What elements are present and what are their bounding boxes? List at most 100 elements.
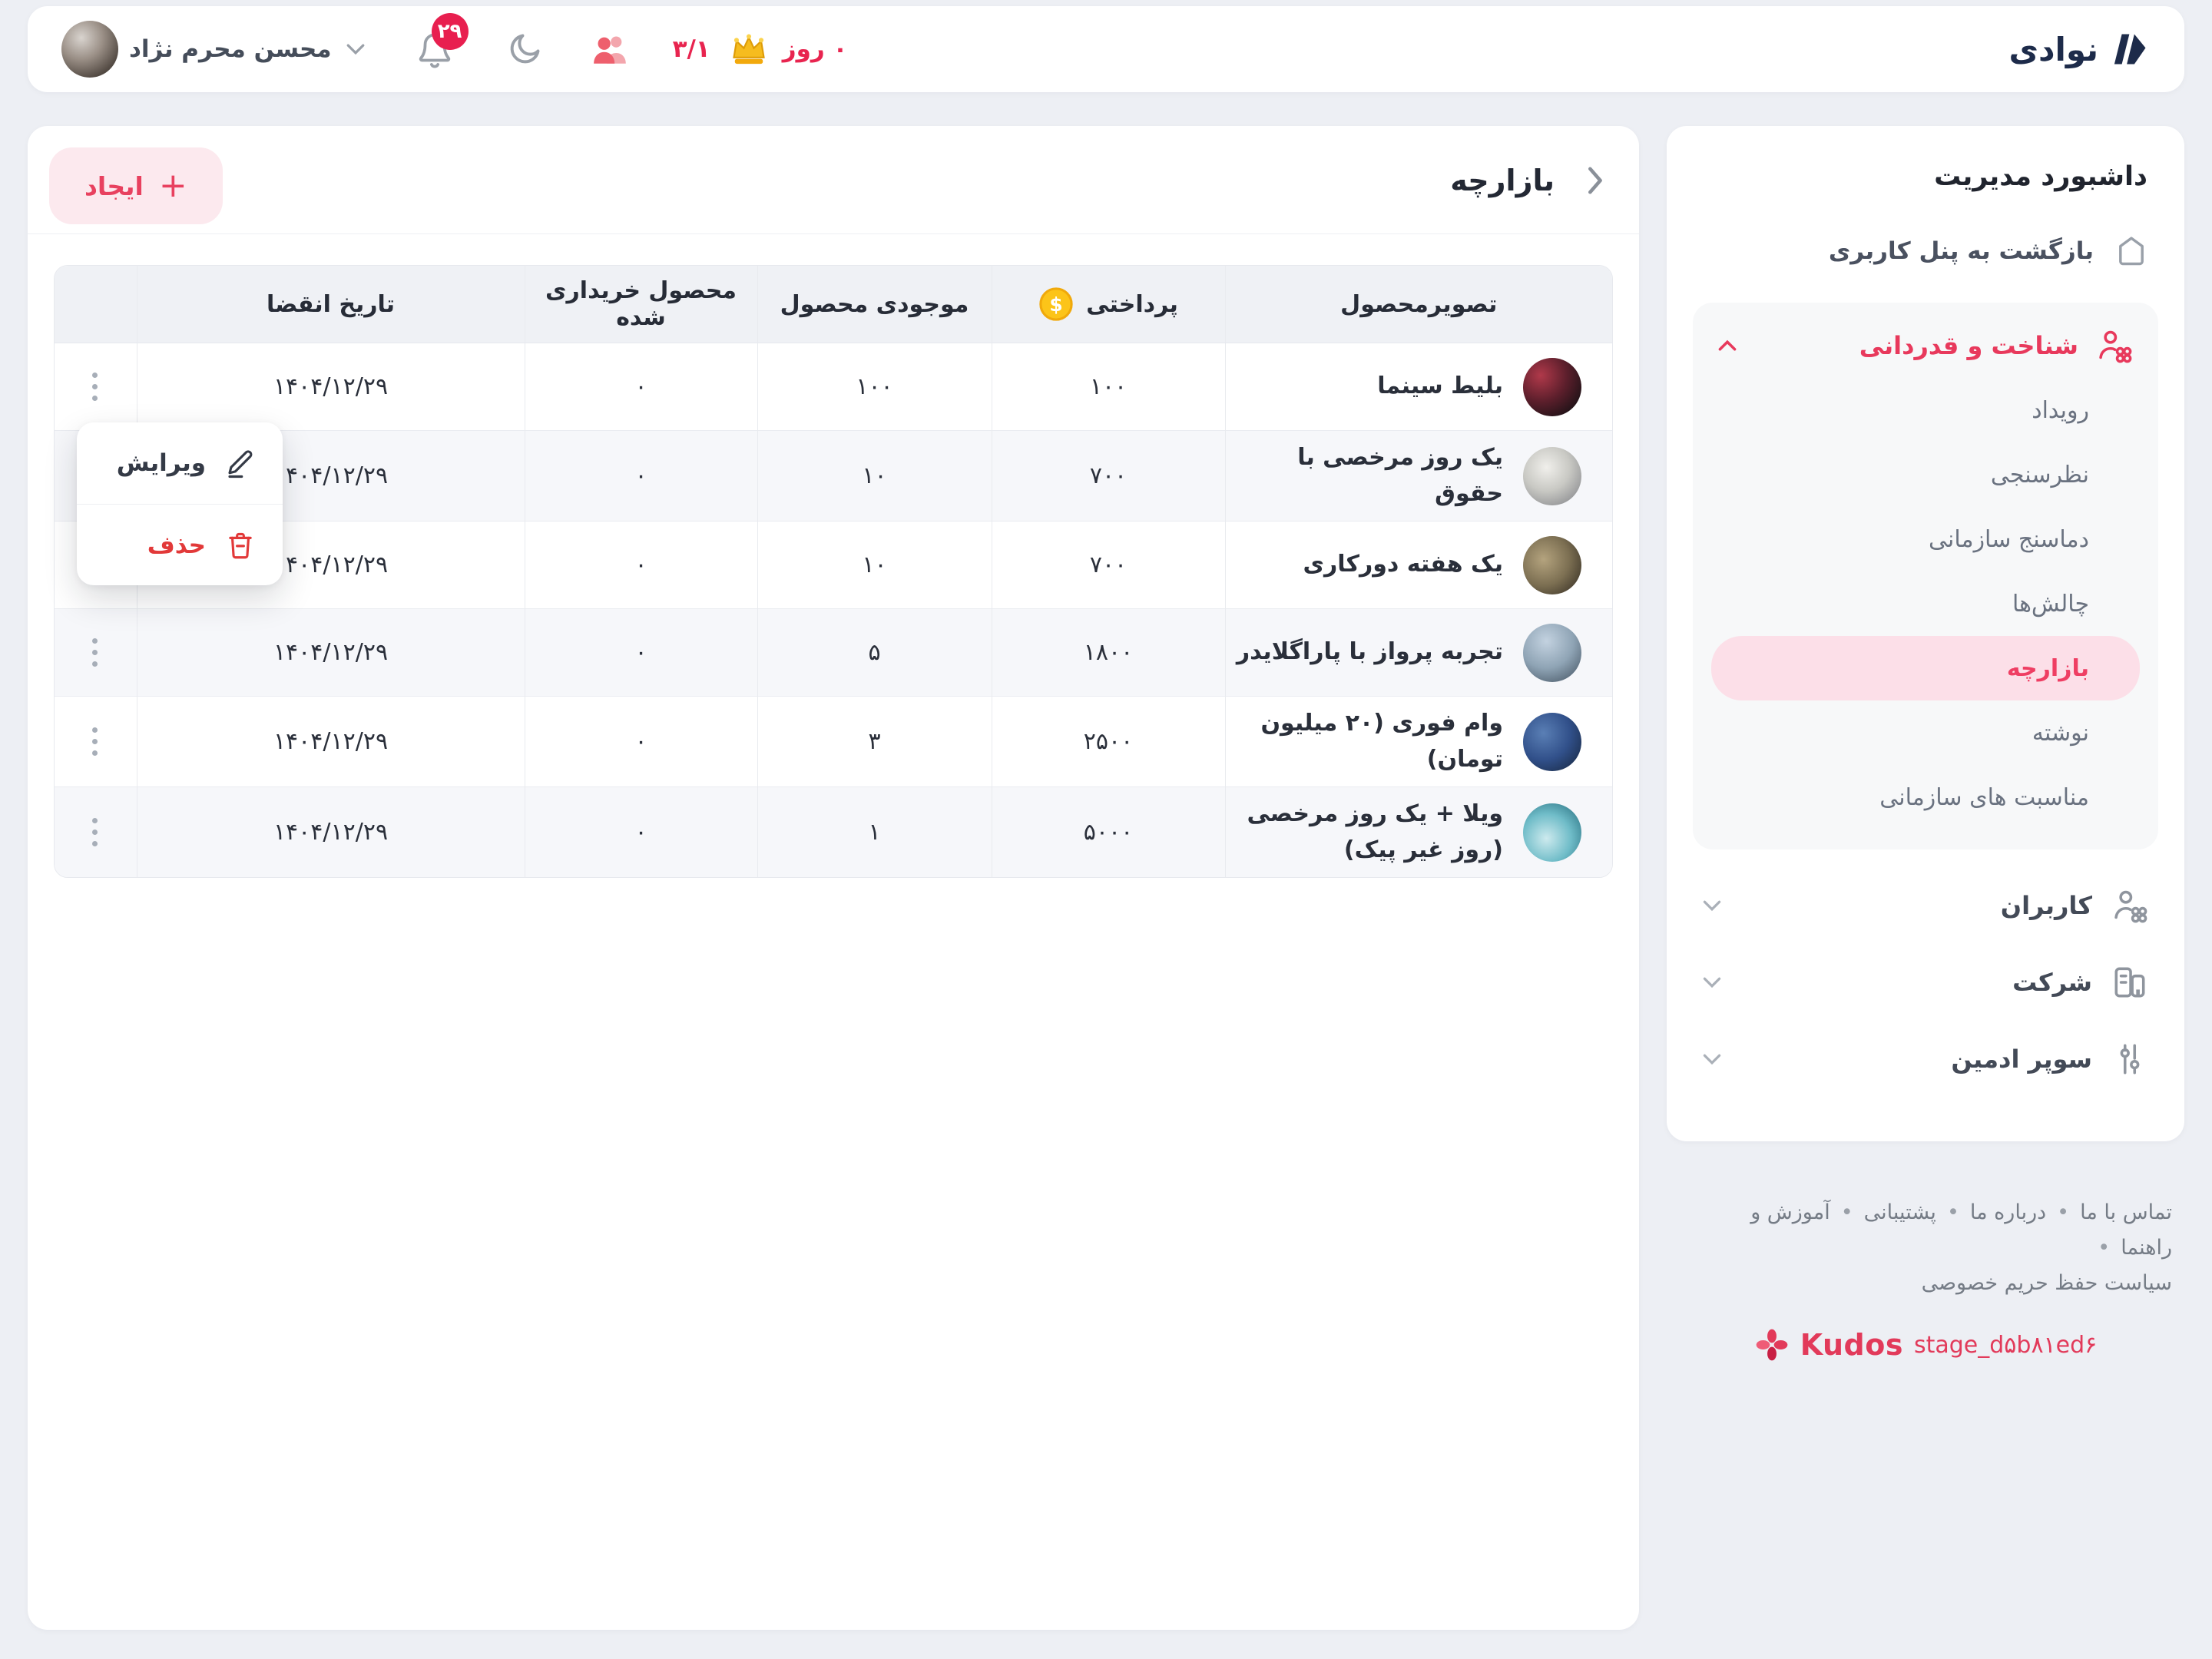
user-cluster: ۰ روز ۳/۱ [61,13,848,78]
footer-link-support[interactable]: پشتیبانی [1863,1200,1936,1224]
purchased-value: ۰ [525,430,758,522]
product-image [1523,446,1581,505]
sidebar-item-label: بازگشت به پنل کاربری [1828,237,2094,265]
environment-label: stage_d۵b۸۱ed۶ [1913,1331,2098,1359]
stock-value: ۵ [757,608,992,697]
row-menu-button[interactable] [78,365,111,409]
paid-value: ۵۰۰۰ [992,786,1226,877]
sidebar-item-marketplace[interactable]: بازارچه [1711,636,2140,700]
table-row: وام فوری (۲۰ میلیون تومان) ۲۵۰۰ ۳ ۰ ۱۴۰۴… [55,696,1612,787]
sidebar-item-posts[interactable]: نوشته [2032,719,2089,747]
sidebar-item-challenges[interactable]: چالش‌ها [2012,590,2089,618]
chevron-down-icon [1702,899,1722,912]
back-chevron-icon[interactable] [1585,166,1604,195]
paid-value: ۱۰۰ [992,343,1226,431]
dot-separator: • [2057,1200,2070,1224]
row-menu-button[interactable] [78,810,111,854]
dot-separator: • [2098,1236,2111,1260]
sidebar-title: داشبورد مدیریت [1934,161,2147,192]
sidebar-group-recognition-header[interactable]: شناخت و قدردانی [1711,323,2140,369]
create-button[interactable]: + ایجاد [49,147,223,224]
col-paid: پرداختی $ [992,266,1226,343]
sliders-icon [2111,1040,2149,1078]
kudos-pinwheel-icon [1754,1327,1790,1363]
table-row: یک روز مرخصی با حقوق ۷۰۰ ۱۰ ۰ ۱۴۰۴/۱۲/۲۹ [55,430,1612,522]
footer-link-tutorial[interactable]: آموزش و راهنما [1750,1200,2172,1260]
purchased-value: ۰ [525,786,758,877]
product-name: وام فوری (۲۰ میلیون تومان) [1260,710,1503,773]
purchased-value: ۰ [525,608,758,697]
product-image [1523,712,1581,771]
col-actions [55,266,137,343]
row-menu-button[interactable] [78,631,111,674]
dark-mode-toggle-icon[interactable] [505,30,544,68]
sidebar-group-recognition: شناخت و قدردانی رویداد نظرسنجی دماسنج سا… [1693,303,2158,849]
people-icon[interactable] [591,31,630,68]
sidebar-item-label: شرکت [2012,968,2092,997]
expiry-date: ۱۴۰۴/۱۲/۲۹ [137,608,525,697]
sidebar-item-users[interactable]: کاربران [1693,885,2158,926]
footer-link-privacy[interactable]: سیاست حفظ حریم خصوصی [1921,1271,2172,1295]
crown-icon[interactable] [729,31,769,68]
sidebar-item-label: کاربران [2000,891,2092,920]
footer-link-contact[interactable]: تماس با ما [2080,1200,2172,1224]
edit-pencil-icon [224,447,257,479]
dot-separator: • [1946,1200,1959,1224]
logo-text: نوادی [2008,30,2098,68]
table-row: بلیط سینما ۱۰۰ ۱۰۰ ۰ ۱۴۰۴/۱۲/۲۹ [55,343,1612,431]
building-icon [2111,963,2149,1002]
col-expiry: تاریخ انقضا [137,266,525,343]
notifications-bell-icon[interactable]: ۲۹ [415,13,469,70]
user-name: محسن محرم نژاد [129,35,332,63]
user-avatar[interactable] [61,21,118,78]
purchased-value: ۰ [525,521,758,609]
col-purchased: محصول خریداری شده [525,266,758,343]
table-row: یک هفته دورکاری ۷۰۰ ۱۰ ۰ ۱۴۰۴/۱۲/۲۹ [55,521,1612,609]
stock-value: ۱۰۰ [757,343,992,431]
product-image [1523,535,1581,594]
paid-value: ۷۰۰ [992,521,1226,609]
kudos-wordmark: Kudos [1800,1328,1903,1362]
footer-link-about[interactable]: درباره ما [1969,1200,2047,1224]
page-title: بازارچه [1450,163,1555,197]
recognition-icon [2095,326,2134,365]
subscription-days-text: ۰ روز [782,35,848,63]
sidebar-item-company[interactable]: شرکت [1693,962,2158,1003]
col-product-image: تصویرمحصول [1225,266,1612,343]
page-toolbar: + ایجاد بازارچه [28,126,1639,234]
logo-icon [2111,29,2151,69]
sidebar-group-label: شناخت و قدردانی [1859,331,2078,360]
chevron-up-icon[interactable] [1717,339,1737,352]
brand[interactable]: نوادی [2008,29,2151,69]
user-menu[interactable]: محسن محرم نژاد [129,35,366,63]
product-image [1523,803,1581,862]
dot-separator: • [1840,1200,1853,1224]
home-icon [2114,233,2149,269]
sidebar-item-back-to-user-panel[interactable]: بازگشت به پنل کاربری [1693,233,2158,269]
sidebar-item-org-thermometer[interactable]: دماسنج سازمانی [1929,525,2089,553]
stock-value: ۳ [757,696,992,787]
context-menu-delete[interactable]: حذف [77,504,283,585]
sidebar-item-org-occasions[interactable]: مناسبت های سازمانی [1879,783,2089,811]
invite-ratio-text: ۳/۱ [672,35,710,63]
context-menu-edit[interactable]: ویرایش [77,422,283,504]
purchased-value: ۰ [525,343,758,431]
kudos-brand[interactable]: stage_d۵b۸۱ed۶ Kudos [1679,1327,2172,1363]
footer-links: تماس با ما • درباره ما • پشتیبانی •آموزش و را… [1679,1195,2172,1266]
paid-value: ۱۸۰۰ [992,608,1226,697]
users-icon [2111,886,2149,925]
svg-text:$: $ [1049,293,1062,316]
paid-value: ۲۵۰۰ [992,696,1226,787]
table-header-row: تصویرمحصول پرداختی $ موجودی [55,266,1612,343]
chevron-down-icon [1702,1053,1722,1065]
purchased-value: ۰ [525,696,758,787]
notifications-count-badge: ۲۹ [431,13,469,50]
sidebar-item-super-admin[interactable]: سوپر ادمین [1693,1038,2158,1080]
row-menu-button[interactable] [78,720,111,763]
sidebar-item-label: سوپر ادمین [1951,1045,2092,1074]
main-content: + ایجاد بازارچه تصویرمحصول [28,126,1639,1630]
sidebar-item-events[interactable]: رویداد [2032,396,2089,424]
stock-value: ۱ [757,786,992,877]
stock-value: ۱۰ [757,521,992,609]
sidebar-item-survey[interactable]: نظرسنجی [1990,461,2089,488]
